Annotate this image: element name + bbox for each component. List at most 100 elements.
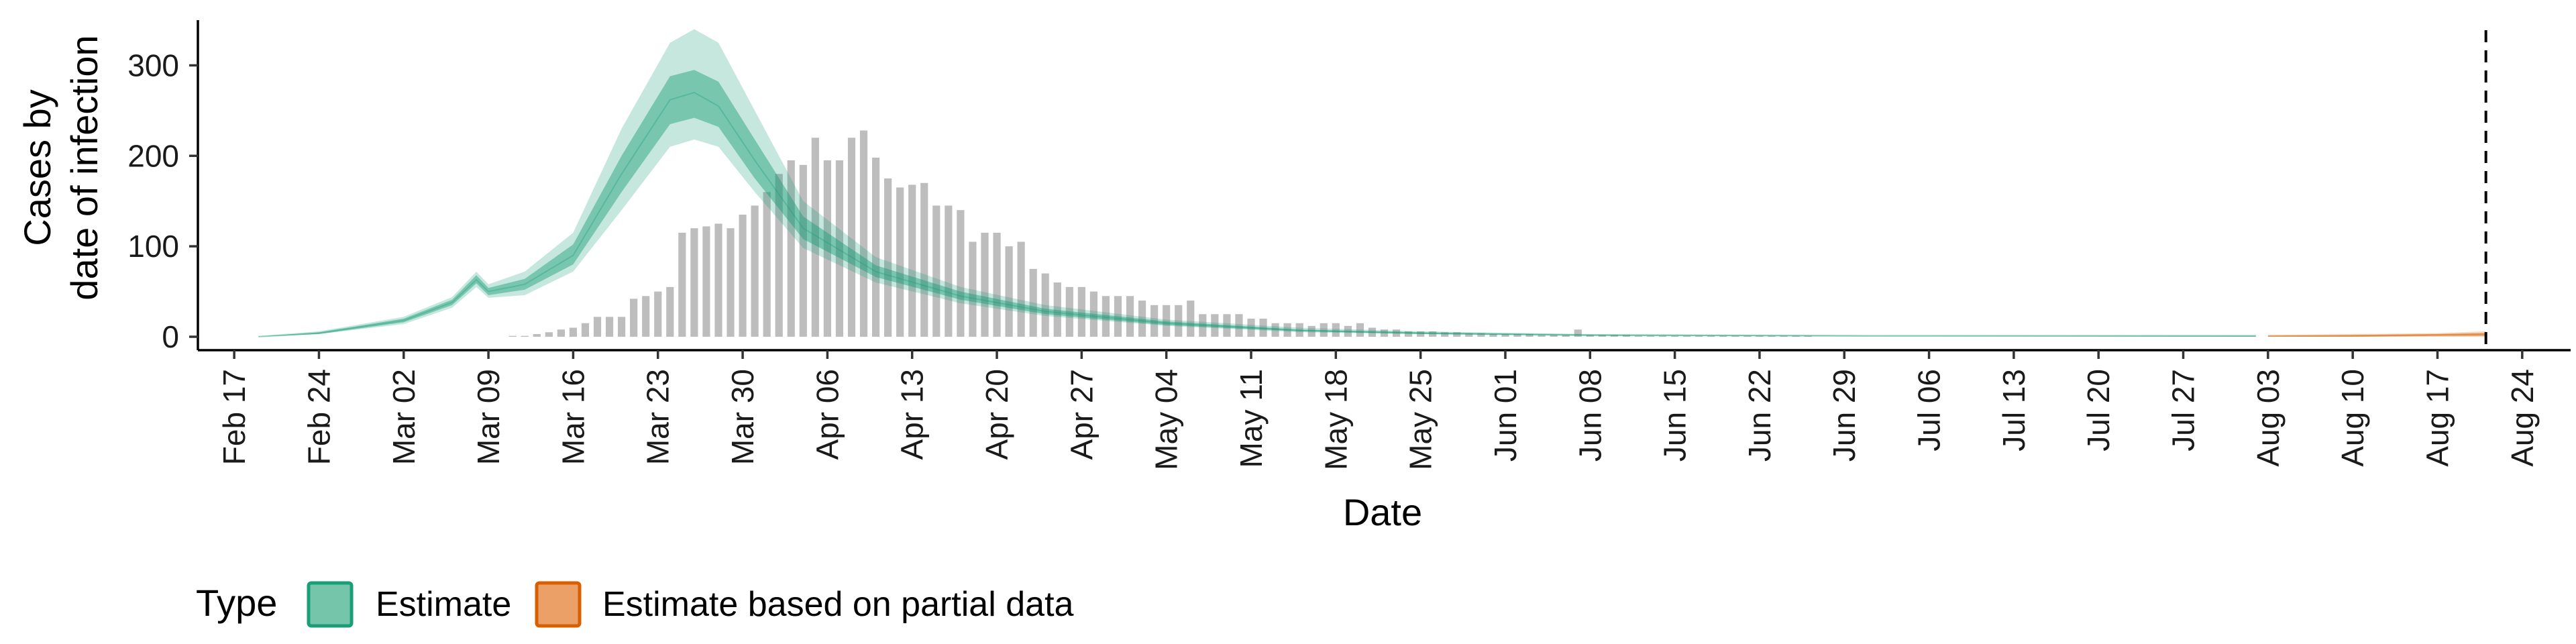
observed-bar xyxy=(1756,335,1764,337)
x-tick-label: Mar 16 xyxy=(555,369,590,465)
observed-bar xyxy=(1707,335,1715,337)
observed-bar xyxy=(920,182,928,337)
estimate-bands xyxy=(258,29,2486,337)
observed-bar xyxy=(521,335,529,337)
observed-bar xyxy=(593,317,602,337)
observed-bar xyxy=(751,205,759,337)
x-tick-label: Feb 24 xyxy=(302,369,337,465)
observed-bar xyxy=(945,205,953,337)
observed-bar xyxy=(1138,301,1146,337)
x-tick-label: Jun 15 xyxy=(1658,369,1693,462)
observed-bar xyxy=(1501,333,1509,337)
partial-estimate-90-band xyxy=(2267,331,2486,337)
x-tick-label: Feb 17 xyxy=(217,369,252,465)
observed-bar xyxy=(1429,331,1437,337)
estimate-90-band xyxy=(258,29,2256,337)
observed-bar xyxy=(508,335,517,337)
observed-bar xyxy=(690,228,698,337)
observed-bar xyxy=(993,232,1001,337)
legend-key-partial xyxy=(535,581,582,628)
observed-bar xyxy=(884,178,892,337)
observed-bar xyxy=(823,160,831,337)
observed-bar xyxy=(533,333,541,337)
observed-bar xyxy=(1465,333,1473,337)
observed-bar xyxy=(1525,333,1534,337)
observed-bar xyxy=(654,291,662,337)
x-tick-label: Mar 09 xyxy=(471,369,506,465)
observed-bars xyxy=(508,130,1812,337)
y-tick-label: 0 xyxy=(162,319,179,354)
y-tick-label: 300 xyxy=(127,48,179,83)
estimate-50-band xyxy=(258,70,2256,337)
observed-bar xyxy=(1150,305,1159,337)
legend-label-estimate: Estimate xyxy=(376,585,511,624)
x-tick-label: Apr 20 xyxy=(979,369,1014,460)
observed-bar xyxy=(1453,332,1461,337)
x-tick-label: Aug 10 xyxy=(2335,369,2370,467)
observed-bar xyxy=(702,226,710,337)
x-tick-label: Jun 01 xyxy=(1488,369,1523,462)
observed-bar xyxy=(1199,314,1207,337)
observed-bar xyxy=(1077,286,1085,337)
observed-bar xyxy=(1538,335,1546,337)
observed-bar xyxy=(1283,323,1291,337)
observed-bar xyxy=(859,130,868,337)
observed-bar xyxy=(1719,335,1727,337)
partial-estimate-median-line xyxy=(2267,333,2486,337)
observed-bar xyxy=(1598,335,1606,337)
x-tick-label: Aug 17 xyxy=(2420,369,2455,467)
observed-bar xyxy=(1562,335,1570,337)
observed-bar xyxy=(957,210,965,337)
observed-bar xyxy=(787,160,795,337)
observed-bar xyxy=(1005,246,1013,337)
observed-bar xyxy=(1380,329,1389,337)
observed-bar xyxy=(908,184,916,337)
x-tick-label: Jul 27 xyxy=(2166,369,2201,451)
x-tick-label: Mar 23 xyxy=(641,369,676,465)
observed-bar xyxy=(1658,335,1667,337)
x-tick-label: Jun 08 xyxy=(1572,369,1607,462)
observed-bar xyxy=(1743,335,1752,337)
legend-key-estimate xyxy=(307,581,354,628)
observed-bar xyxy=(775,174,783,337)
y-tick-label: 100 xyxy=(127,229,179,264)
observed-bar xyxy=(1307,325,1316,337)
observed-bar xyxy=(1634,335,1643,337)
legend-title: Type xyxy=(196,582,277,624)
observed-bar xyxy=(605,317,614,337)
observed-bar xyxy=(1477,333,1485,337)
observed-bar xyxy=(1610,335,1618,337)
observed-bar xyxy=(1259,319,1267,337)
observed-bar xyxy=(1175,305,1183,337)
observed-bar xyxy=(678,232,686,337)
y-tick-label: 200 xyxy=(127,138,179,173)
observed-bar xyxy=(835,160,844,337)
observed-bar xyxy=(1489,333,1497,337)
observed-bar xyxy=(1646,335,1655,337)
y-axis-title-line-1: Cases by xyxy=(16,89,58,246)
observed-bar xyxy=(811,138,819,337)
observed-bar xyxy=(1695,335,1703,337)
observed-bar xyxy=(545,332,553,337)
observed-bar xyxy=(1029,268,1037,337)
observed-bar xyxy=(1089,291,1097,337)
x-tick-label: Aug 24 xyxy=(2505,369,2540,467)
observed-bar xyxy=(1017,241,1025,337)
observed-bar xyxy=(1392,329,1401,337)
observed-bar xyxy=(799,164,807,337)
observed-bar xyxy=(1780,335,1788,337)
observed-bar xyxy=(1586,335,1594,337)
observed-bar xyxy=(1368,327,1377,337)
observed-bar xyxy=(1223,314,1231,337)
observed-bar xyxy=(1041,273,1049,337)
observed-bar xyxy=(1065,286,1073,337)
observed-bar xyxy=(630,299,638,337)
observed-bar xyxy=(1163,305,1171,337)
observed-bar xyxy=(727,228,735,337)
y-axis-title-line-2: date of infection xyxy=(63,35,105,300)
x-tick-label: Jul 13 xyxy=(1996,369,2031,451)
observed-bar xyxy=(1513,333,1521,337)
observed-bar xyxy=(739,214,747,337)
x-axis-title: Date xyxy=(1343,491,1422,533)
observed-bar xyxy=(1332,323,1340,337)
